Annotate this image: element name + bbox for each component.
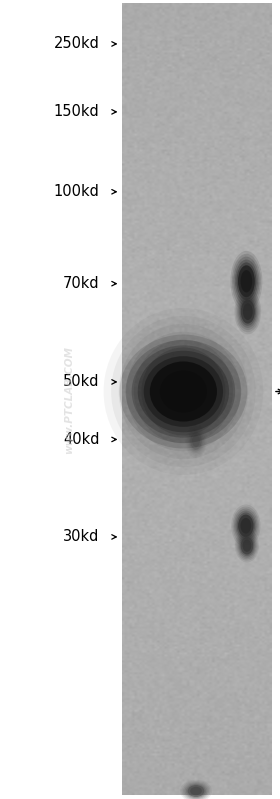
- Ellipse shape: [234, 508, 258, 543]
- Ellipse shape: [238, 515, 254, 537]
- Text: 40kd: 40kd: [63, 432, 99, 447]
- Ellipse shape: [241, 300, 255, 324]
- Ellipse shape: [230, 251, 262, 312]
- Ellipse shape: [138, 351, 229, 432]
- Ellipse shape: [238, 296, 257, 328]
- Text: 70kd: 70kd: [63, 276, 99, 291]
- Ellipse shape: [241, 518, 251, 534]
- Ellipse shape: [231, 504, 260, 547]
- Ellipse shape: [242, 539, 251, 552]
- Ellipse shape: [243, 303, 253, 320]
- Ellipse shape: [232, 254, 261, 308]
- Ellipse shape: [235, 260, 258, 303]
- Ellipse shape: [111, 316, 256, 467]
- Ellipse shape: [126, 332, 241, 451]
- Ellipse shape: [190, 432, 202, 450]
- Ellipse shape: [188, 785, 204, 797]
- Ellipse shape: [233, 507, 259, 545]
- Ellipse shape: [192, 435, 200, 447]
- Ellipse shape: [235, 511, 256, 541]
- Ellipse shape: [188, 429, 204, 453]
- Ellipse shape: [160, 371, 207, 412]
- Ellipse shape: [189, 431, 203, 451]
- Ellipse shape: [183, 781, 209, 799]
- Ellipse shape: [238, 265, 255, 297]
- Ellipse shape: [239, 535, 255, 556]
- Ellipse shape: [154, 360, 213, 422]
- Bar: [122, 4, 272, 795]
- Ellipse shape: [119, 324, 248, 459]
- Text: 250kd: 250kd: [53, 37, 99, 51]
- Ellipse shape: [185, 783, 207, 799]
- Ellipse shape: [237, 293, 259, 330]
- Text: www.PTCLAB.COM: www.PTCLAB.COM: [64, 345, 74, 454]
- Ellipse shape: [132, 345, 235, 438]
- Ellipse shape: [134, 340, 233, 443]
- Ellipse shape: [186, 784, 206, 798]
- Ellipse shape: [180, 780, 212, 799]
- Ellipse shape: [235, 289, 261, 334]
- Ellipse shape: [241, 537, 253, 555]
- Ellipse shape: [235, 529, 259, 562]
- Ellipse shape: [190, 787, 202, 795]
- Ellipse shape: [126, 340, 241, 443]
- Text: 150kd: 150kd: [54, 105, 99, 119]
- Ellipse shape: [150, 361, 217, 422]
- Text: 30kd: 30kd: [63, 530, 99, 544]
- Ellipse shape: [181, 781, 211, 799]
- Ellipse shape: [237, 512, 255, 539]
- Ellipse shape: [185, 424, 207, 458]
- Ellipse shape: [236, 291, 260, 332]
- Ellipse shape: [237, 262, 256, 300]
- Ellipse shape: [187, 427, 205, 455]
- Ellipse shape: [237, 532, 257, 559]
- Ellipse shape: [240, 297, 256, 326]
- Text: 100kd: 100kd: [53, 185, 99, 199]
- Ellipse shape: [144, 356, 223, 427]
- Text: 50kd: 50kd: [63, 375, 99, 389]
- Ellipse shape: [141, 348, 225, 435]
- Ellipse shape: [236, 531, 258, 561]
- Ellipse shape: [238, 534, 256, 558]
- Ellipse shape: [186, 426, 206, 456]
- Ellipse shape: [120, 335, 247, 448]
- Ellipse shape: [234, 256, 259, 306]
- Ellipse shape: [104, 308, 263, 475]
- Ellipse shape: [241, 270, 252, 292]
